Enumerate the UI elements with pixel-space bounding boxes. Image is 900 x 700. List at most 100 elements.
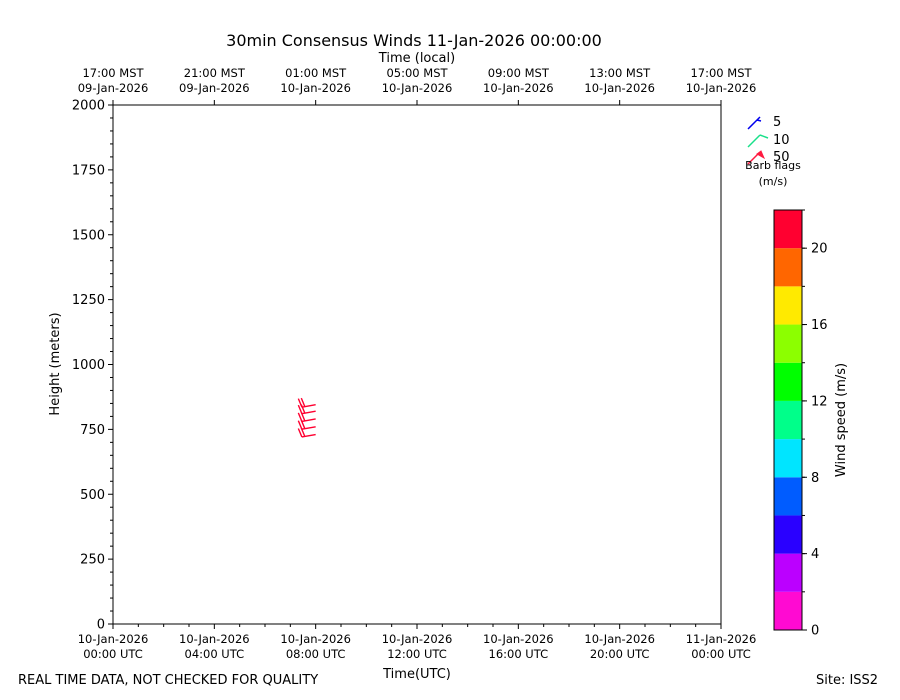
- colorbar-tick-label: 8: [811, 471, 819, 486]
- x-tick-label-time: 20:00 UTC: [590, 647, 650, 661]
- y-tick-label: 1500: [72, 228, 105, 243]
- colorbar-tick-label: 20: [811, 242, 828, 257]
- colorbar-tick-label: 16: [811, 318, 828, 333]
- y-ticks: 0 250 500 750 1000 1250 1500 1750 2000: [72, 99, 113, 633]
- x-tick-label-date: 10-Jan-2026: [280, 632, 351, 646]
- x-tick-label-date: 10-Jan-2026: [382, 632, 453, 646]
- top-tick-label-time: 09:00 MST: [488, 66, 550, 80]
- top-tick-label-time: 01:00 MST: [285, 66, 347, 80]
- colorbar-tick-label: 4: [811, 547, 819, 562]
- barb-full-feather: [297, 398, 303, 408]
- top-tick-label-date: 10-Jan-2026: [280, 81, 351, 95]
- top-tick-label-time: 05:00 MST: [386, 66, 448, 80]
- colorbar-segment: [774, 591, 802, 630]
- y-tick-label: 1750: [72, 163, 105, 178]
- x-tick-label-time: 08:00 UTC: [286, 647, 346, 661]
- y-tick-label: 0: [97, 618, 105, 633]
- wind-barb: [297, 427, 316, 438]
- y-tick-label: 2000: [72, 99, 105, 114]
- top-tick-label-date: 09-Jan-2026: [78, 81, 149, 95]
- barb-full-feather: [300, 427, 306, 437]
- wind-barb: [297, 419, 316, 430]
- top-tick-label-date: 10-Jan-2026: [686, 81, 757, 95]
- x-tick-label-date: 10-Jan-2026: [584, 632, 655, 646]
- barb-full-feather: [300, 397, 306, 407]
- colorbar-segment: [774, 286, 802, 325]
- legend-barb-half-feather: [756, 119, 762, 122]
- top-tick-label-date: 09-Jan-2026: [179, 81, 250, 95]
- colorbar-segment: [774, 248, 802, 287]
- barb-legend: 5 10 50 Barb flags (m/s): [745, 115, 801, 188]
- top-tick-label-date: 10-Jan-2026: [382, 81, 453, 95]
- colorbar-label: Wind speed (m/s): [834, 363, 849, 477]
- colorbar-segment: [774, 400, 802, 440]
- top-axis-label: Time (local): [378, 51, 455, 66]
- top-tick-label-date: 10-Jan-2026: [584, 81, 655, 95]
- barb-legend-items: 5 10 50: [747, 115, 790, 165]
- x-tick-label-date: 11-Jan-2026: [686, 632, 757, 646]
- colorbar-segment: [774, 439, 802, 478]
- y-tick-label: 750: [80, 423, 105, 438]
- legend-item: 5: [747, 115, 781, 130]
- barb-full-feather: [300, 412, 306, 422]
- barb-full-feather: [300, 419, 306, 429]
- colorbar-frame: [773, 209, 803, 631]
- colorbar-tick-label: 0: [811, 624, 819, 639]
- barb-full-feather: [297, 412, 303, 422]
- barb-full-feather: [297, 420, 303, 430]
- legend-barb-staff: [747, 153, 759, 165]
- x-tick-label-time: 16:00 UTC: [489, 647, 549, 661]
- colorbar-segment: [774, 553, 802, 592]
- barb-full-feather: [297, 404, 303, 414]
- y-tick-label: 1250: [72, 293, 105, 308]
- y-tick-label: 1000: [72, 358, 105, 373]
- legend-caption-1: Barb flags: [745, 159, 801, 172]
- top-tick-label-time: 17:00 MST: [82, 66, 144, 80]
- x-tick-label-time: 04:00 UTC: [185, 647, 245, 661]
- top-tick-label-date: 10-Jan-2026: [483, 81, 554, 95]
- legend-caption-2: (m/s): [759, 175, 788, 188]
- colorbar-segment: [774, 362, 802, 401]
- colorbar: 0 4 8 12 16 20 Wind speed (m/s): [773, 209, 849, 639]
- wind-barb: [297, 397, 316, 408]
- x-tick-label-date: 10-Jan-2026: [483, 632, 554, 646]
- legend-item-label: 50: [773, 150, 790, 165]
- chart-title: 30min Consensus Winds 11-Jan-2026 00:00:…: [226, 31, 602, 50]
- colorbar-segments: [774, 210, 802, 630]
- colorbar-segment: [774, 515, 802, 554]
- colorbar-tick-label: 12: [811, 394, 828, 409]
- legend-barb-flag: [756, 150, 766, 160]
- site-label: Site: ISS2: [816, 673, 879, 688]
- x-tick-label-time: 00:00 UTC: [691, 647, 751, 661]
- colorbar-ticks: 0 4 8 12 16 20: [802, 209, 828, 639]
- colorbar-segment: [774, 324, 802, 363]
- legend-barb-staff: [747, 134, 761, 148]
- quality-disclaimer: REAL TIME DATA, NOT CHECKED FOR QUALITY: [18, 673, 319, 688]
- x-tick-label-time: 12:00 UTC: [387, 647, 447, 661]
- y-axis-label: Height (meters): [48, 312, 63, 415]
- barb-full-feather: [297, 428, 303, 438]
- plot-frame: [112, 104, 722, 625]
- colorbar-segment: [774, 210, 802, 249]
- legend-item: 50: [747, 150, 790, 165]
- wind-barbs: [297, 397, 316, 438]
- x-tick-label-date: 10-Jan-2026: [179, 632, 250, 646]
- legend-barb-staff: [747, 116, 761, 130]
- wind-barb: [297, 412, 316, 423]
- top-tick-label-time: 21:00 MST: [184, 66, 246, 80]
- x-axis-label: Time(UTC): [382, 667, 451, 682]
- top-tick-label-time: 13:00 MST: [589, 66, 651, 80]
- legend-item: 10: [747, 133, 790, 148]
- x-tick-label-date: 10-Jan-2026: [78, 632, 149, 646]
- y-tick-label: 500: [80, 488, 105, 503]
- legend-item-label: 5: [773, 115, 781, 130]
- top-tick-label-time: 17:00 MST: [690, 66, 752, 80]
- legend-item-label: 10: [773, 133, 790, 148]
- y-tick-label: 250: [80, 553, 105, 568]
- legend-barb-feather: [759, 134, 769, 139]
- x-tick-label-time: 00:00 UTC: [83, 647, 143, 661]
